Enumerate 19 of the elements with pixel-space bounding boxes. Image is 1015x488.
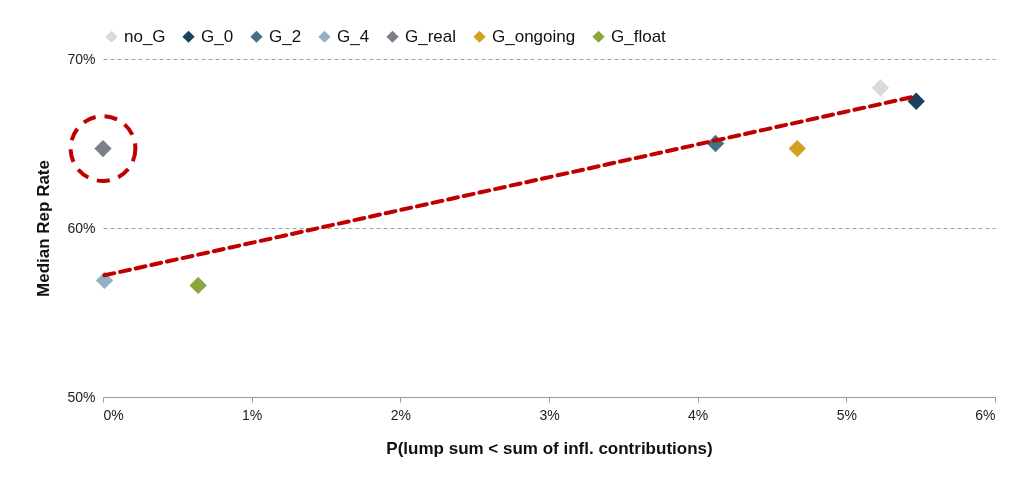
legend-label: G_float	[611, 26, 667, 46]
x-tick-label: 5%	[836, 406, 857, 423]
x-tick-label: 1%	[242, 406, 263, 423]
legend-label: G_2	[269, 26, 302, 46]
legend-label: G_0	[201, 26, 234, 46]
x-axis-title: P(lump sum < sum of infl. contributions)	[386, 438, 713, 458]
x-tick-label: 3%	[539, 406, 560, 423]
x-tick-label: 4%	[688, 406, 709, 423]
legend-label: no_G	[124, 26, 166, 46]
y-tick-label: 50%	[67, 388, 96, 405]
legend-label: G_4	[337, 26, 370, 46]
legend-label: G_ongoing	[492, 26, 576, 46]
legend-label: G_real	[405, 26, 457, 46]
x-tick-label: 0%	[103, 406, 124, 423]
y-tick-label: 60%	[67, 219, 96, 236]
x-tick-label: 2%	[390, 406, 411, 423]
x-tick-label: 6%	[975, 406, 996, 423]
y-axis-title: Median Rep Rate	[34, 160, 54, 297]
y-tick-label: 70%	[67, 50, 96, 67]
